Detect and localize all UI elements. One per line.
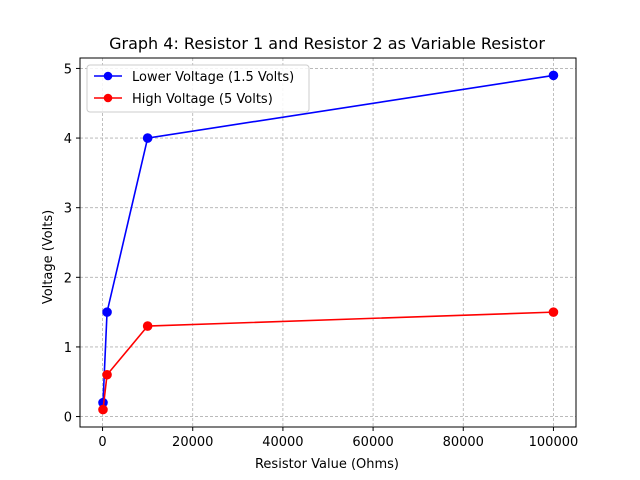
y-axis-label: Voltage (Volts)	[41, 210, 56, 304]
legend-marker-1	[103, 71, 113, 81]
series-1-point	[102, 307, 112, 317]
legend-marker-2	[103, 93, 113, 103]
series-1-point	[142, 133, 153, 143]
x-tick-label: 100000	[529, 435, 579, 450]
y-tick-label: 4	[64, 132, 72, 147]
chart-title: Graph 4: Resistor 1 and Resistor 2 as Va…	[109, 34, 545, 53]
y-tick-label: 3	[64, 202, 72, 217]
series-layer	[98, 70, 559, 415]
series-2-point	[142, 321, 153, 331]
series-1-point	[548, 70, 559, 81]
y-tick-label: 5	[64, 62, 72, 77]
legend: Lower Voltage (1.5 Volts) High Voltage (5…	[86, 64, 310, 113]
series-line-2	[102, 311, 554, 410]
x-tick-label: 60000	[352, 435, 393, 450]
series-2-point	[548, 307, 559, 317]
grid	[80, 58, 576, 427]
legend-label-2: High Voltage (5 Volts)	[132, 92, 273, 107]
y-tick-label: 0	[64, 411, 72, 426]
series-line-1	[102, 74, 554, 403]
x-tick-label: 80000	[443, 435, 484, 450]
series-2-point	[102, 369, 112, 380]
series-2-point	[98, 404, 108, 415]
legend-label-1: Lower Voltage (1.5 Volts)	[132, 70, 294, 85]
x-axis-label: Resistor Value (Ohms)	[255, 457, 399, 472]
x-tick-label: 0	[98, 435, 106, 450]
axes: 0 20000 40000 60000 80000 100000 0 1 2 3 4 5	[64, 57, 579, 450]
legend-box	[86, 64, 310, 113]
y-tick-label: 1	[64, 341, 72, 356]
x-tick-label: 20000	[172, 435, 213, 450]
plot-frame	[79, 57, 577, 428]
x-tick-label: 40000	[262, 435, 303, 450]
y-tick-label: 2	[64, 271, 72, 286]
